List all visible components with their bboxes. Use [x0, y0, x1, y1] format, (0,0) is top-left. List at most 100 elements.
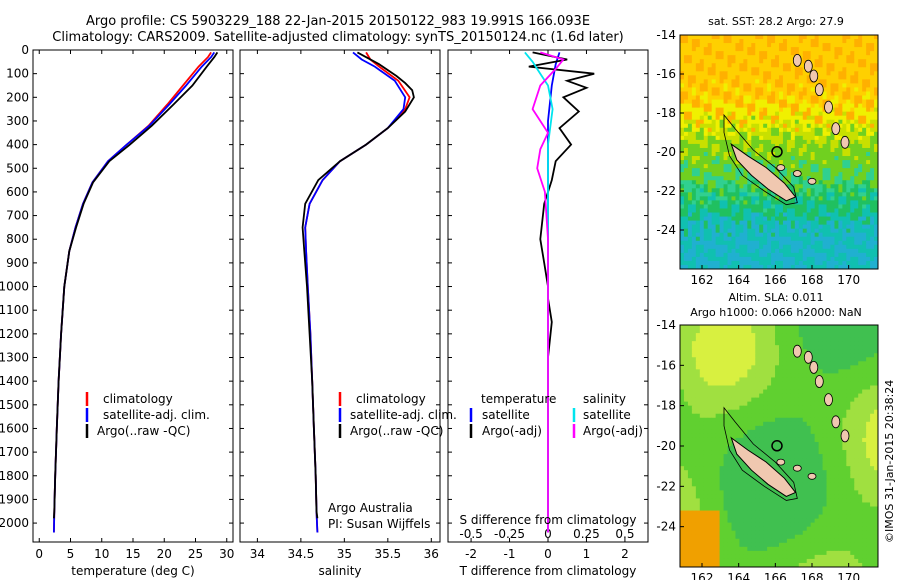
- map-cell: [711, 212, 717, 218]
- map-cell: [775, 236, 780, 242]
- map-cell: [715, 264, 721, 270]
- map-cell: [739, 83, 744, 88]
- map-cell: [862, 264, 867, 270]
- map-cell: [798, 180, 804, 185]
- map-cell: [794, 333, 800, 338]
- map-cell: [814, 184, 820, 189]
- map-cell: [683, 59, 689, 64]
- map-cell: [850, 103, 855, 109]
- map-cell: [806, 454, 812, 459]
- map-cell: [707, 252, 713, 258]
- map-cell: [830, 401, 835, 407]
- map-cell: [814, 111, 820, 117]
- map-cell: [695, 196, 701, 201]
- map-cell: [802, 341, 808, 346]
- map-cell: [735, 180, 740, 185]
- map-cell: [735, 329, 740, 334]
- map-cell: [862, 329, 867, 334]
- map-cell: [858, 127, 863, 133]
- map-cell: [802, 393, 808, 399]
- map-cell: [735, 373, 740, 378]
- map-cell: [794, 409, 800, 415]
- map-cell: [695, 353, 701, 358]
- map-cell: [838, 184, 843, 189]
- map-cell: [862, 421, 867, 427]
- map-cell: [822, 119, 828, 125]
- map-cell: [683, 357, 689, 362]
- map-cell: [719, 111, 725, 117]
- map-cell: [790, 87, 796, 92]
- map-cell: [818, 47, 824, 52]
- map-cell: [866, 357, 871, 362]
- y-tick-label: 0: [21, 43, 29, 57]
- map-cell: [874, 111, 879, 117]
- map-cell: [846, 377, 851, 382]
- map-cell: [818, 67, 824, 72]
- map-cell: [798, 381, 804, 386]
- map-cell: [707, 236, 713, 242]
- map-cell: [703, 51, 709, 56]
- map-cell: [814, 168, 820, 173]
- map-cell: [810, 466, 816, 471]
- map-cell: [703, 160, 709, 165]
- map-cell: [707, 79, 713, 84]
- map-cell: [794, 337, 800, 342]
- map-cell: [703, 172, 709, 177]
- map-cell: [802, 365, 808, 370]
- map-cell: [695, 127, 701, 133]
- map-cell: [846, 184, 851, 189]
- map-cell: [723, 252, 729, 258]
- map-cell: [739, 228, 744, 234]
- map-cell: [680, 413, 685, 419]
- y-tick-label: 2000: [0, 516, 29, 530]
- map-cell: [826, 95, 831, 101]
- map-cell: [715, 385, 721, 391]
- map-cell: [838, 43, 843, 48]
- map-cell: [858, 373, 863, 378]
- map-cell: [743, 131, 748, 137]
- map-cell: [782, 441, 788, 447]
- map-cell: [818, 59, 824, 64]
- map-cell: [846, 188, 851, 193]
- map-cell: [731, 377, 736, 382]
- map-cell: [747, 365, 752, 370]
- map-cell: [782, 123, 788, 129]
- map-cell: [779, 357, 784, 362]
- map-cell: [854, 115, 859, 121]
- map-cell: [874, 196, 879, 201]
- map-cell: [767, 164, 772, 169]
- map-cell: [854, 228, 859, 234]
- map-cell: [723, 220, 729, 226]
- map-cell: [850, 333, 855, 338]
- map-cell: [838, 71, 843, 76]
- map-cell: [818, 152, 824, 157]
- map-cell: [842, 176, 847, 181]
- map-cell: [695, 397, 701, 403]
- map-cell: [866, 51, 871, 56]
- map-cell: [731, 365, 736, 370]
- map-cell: [818, 236, 824, 242]
- map-cell: [798, 43, 804, 48]
- map-cell: [775, 329, 780, 334]
- map-cell: [723, 63, 729, 68]
- map-cell: [790, 429, 796, 435]
- map-cell: [739, 147, 744, 153]
- map-cell: [862, 409, 867, 415]
- map-cell: [838, 373, 843, 378]
- map-cell: [786, 264, 792, 270]
- map-cell: [751, 446, 756, 451]
- map-cell: [846, 91, 851, 97]
- map-cell: [806, 139, 812, 145]
- map-cell: [767, 95, 772, 101]
- map-cell: [731, 168, 736, 173]
- map-cell: [747, 373, 752, 378]
- map-cell: [703, 204, 709, 209]
- map-cell: [727, 244, 732, 250]
- map-cell: [747, 188, 752, 193]
- map-cell: [838, 462, 843, 467]
- map-cell: [850, 369, 855, 374]
- map-cell: [818, 216, 824, 222]
- map-cell: [858, 152, 863, 157]
- map-cell: [846, 200, 851, 205]
- map-cell: [687, 63, 693, 68]
